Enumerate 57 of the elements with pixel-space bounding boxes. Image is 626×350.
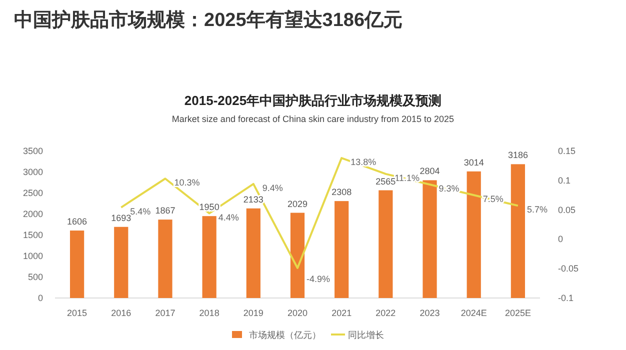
bar [158, 220, 172, 298]
data-label: 2029 [287, 198, 308, 209]
y-tick-label: 500 [28, 272, 43, 282]
x-tick-label: 2016 [111, 308, 132, 318]
x-tick-label: 2025E [504, 308, 531, 318]
data-label: 2308 [332, 187, 352, 198]
y-tick-label: 1000 [22, 251, 43, 261]
text: Market size and forecast of China skin care industry from 2015 to 2025 [172, 114, 454, 124]
legend-label: 市场规模（亿元） [249, 330, 321, 340]
x-tick-label: 2018 [199, 308, 220, 318]
y-tick-label: 2000 [22, 209, 43, 219]
y-tick-label: 2500 [22, 188, 43, 198]
bar [378, 190, 393, 298]
data-label: 3186 [508, 150, 528, 160]
y2-tick-label: 0.15 [558, 146, 576, 156]
bar [290, 212, 305, 298]
x-tick-label: 2021 [332, 308, 352, 318]
bar [334, 201, 349, 298]
bar [202, 216, 216, 298]
data-label: -4.9% [306, 274, 330, 284]
data-label: 2565 [376, 176, 396, 186]
bar [70, 230, 84, 298]
bar [510, 164, 526, 298]
data-label: 5.7% [526, 204, 548, 215]
bar [422, 180, 437, 298]
x-tick-label: 2022 [376, 308, 396, 318]
data-label: 4.4% [218, 212, 239, 222]
data-label: 3014 [464, 157, 484, 168]
data-label: 13.8% [350, 157, 376, 168]
x-tick-label: 2015 [67, 308, 88, 318]
y2-tick-label: 0.1 [558, 175, 571, 186]
y-tick-label: 1500 [22, 230, 43, 240]
y2-tick-label: -0.05 [558, 264, 579, 274]
x-tick-label: 2019 [243, 308, 264, 318]
legend-label: 同比增长 [348, 330, 384, 340]
y2-tick-label: 0 [558, 234, 564, 244]
bar [114, 226, 128, 298]
data-label: 1867 [155, 206, 176, 216]
y2-tick-label: 0.05 [558, 204, 576, 215]
chart-subtitle: 2015-2025年中国护肤品行业市场规模及预测 [184, 93, 442, 108]
bar [466, 171, 481, 298]
x-tick-label: 2024E [460, 308, 487, 318]
data-label: 9.4% [262, 182, 283, 193]
y-tick-label: 3500 [22, 146, 43, 156]
bar [246, 208, 260, 298]
y-tick-label: 3000 [22, 167, 43, 177]
x-tick-label: 2020 [287, 308, 308, 318]
x-tick-label: 2023 [420, 308, 440, 318]
x-tick-label: 2017 [155, 308, 176, 318]
data-label: 10.3% [174, 178, 200, 188]
y-tick-label: 0 [38, 293, 43, 303]
data-label: 1693 [111, 212, 132, 223]
data-label: 5.4% [130, 206, 151, 216]
chart-title: 中国护肤品市场规模：2025年有望达3186亿元 [14, 9, 403, 31]
data-label: 1606 [67, 216, 88, 227]
y2-tick-label: -0.1 [558, 293, 574, 303]
data-label: 2804 [420, 166, 440, 176]
